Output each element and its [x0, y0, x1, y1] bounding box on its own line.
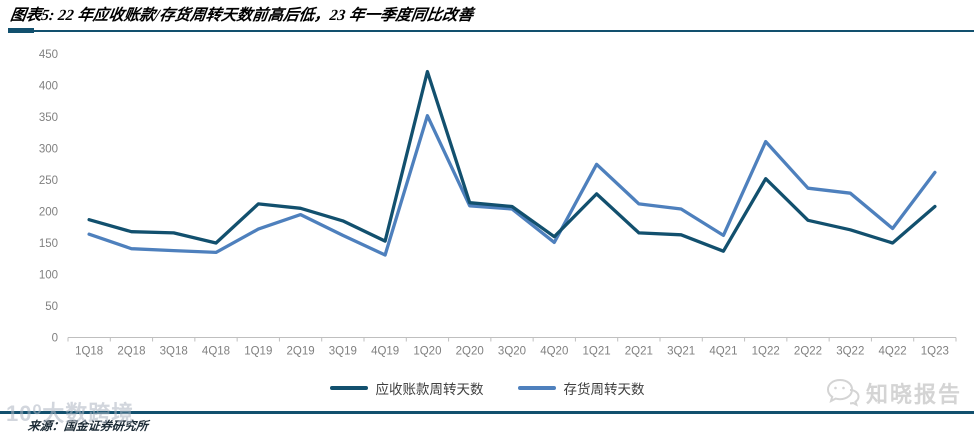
- legend-line-swatch: [517, 386, 556, 390]
- y-axis-tick-label: 50: [45, 301, 58, 313]
- x-axis-tick-label: 1Q21: [583, 346, 611, 358]
- watermark-dashukuajing: 10⁰大数跨境: [6, 401, 135, 426]
- chart-legend: 应收账款周转天数 存货周转天数: [0, 378, 974, 398]
- x-axis-tick-label: 4Q20: [540, 346, 568, 358]
- y-axis-tick-label: 100: [39, 270, 58, 282]
- x-axis-tick-label: 3Q21: [667, 346, 695, 358]
- x-axis-tick-label: 4Q21: [709, 346, 737, 358]
- x-axis-tick-label: 4Q18: [202, 346, 230, 358]
- x-axis-tick-label: 4Q22: [879, 346, 907, 358]
- series-line: [87, 114, 937, 257]
- x-axis-tick-label: 2Q21: [625, 346, 653, 358]
- chart-title: 图表5: 22 年应收账款/存货周转天数前高后低，23 年一季度同比改善: [9, 7, 475, 24]
- watermark-right-label: 知晓报告: [865, 382, 962, 407]
- y-axis-tick-label: 450: [39, 49, 58, 61]
- legend-item: 存货周转天数: [517, 378, 645, 398]
- y-axis-tick-label: 150: [39, 238, 58, 250]
- x-axis-tick-label: 2Q20: [456, 346, 484, 358]
- legend-item: 应收账款周转天数: [329, 378, 484, 398]
- x-axis-tick-label: 2Q19: [287, 346, 315, 358]
- x-axis-tick-label: 3Q20: [498, 346, 526, 358]
- footer-rule: [0, 411, 974, 414]
- x-axis-tick-label: 1Q19: [244, 346, 272, 358]
- x-axis-tick-label: 1Q18: [75, 346, 103, 358]
- title-underline-accent: [8, 28, 34, 33]
- line-chart: 0 50 100 150 200 250 300 350 400 450 1Q18 2Q18 3Q18 4…: [39, 49, 957, 358]
- legend-label: 存货周转天数: [563, 382, 645, 397]
- wechat-chat-bubbles-icon: [826, 378, 860, 407]
- title-underline: [8, 30, 974, 32]
- x-axis-tick-label: 3Q18: [160, 346, 188, 358]
- x-axis-tick-label: 1Q22: [752, 346, 780, 358]
- legend-label: 应收账款周转天数: [375, 382, 484, 397]
- x-axis-tick-label: 2Q18: [117, 346, 145, 358]
- x-axis-tick-label: 3Q22: [836, 346, 864, 358]
- x-axis-tick-label: 2Q22: [794, 346, 822, 358]
- y-axis-tick-label: 400: [39, 81, 58, 93]
- y-axis-tick-label: 300: [39, 144, 58, 156]
- y-axis-tick-label: 0: [52, 333, 58, 345]
- y-axis-tick-label: 200: [39, 207, 58, 219]
- x-axis-tick-label: 1Q23: [921, 346, 949, 358]
- y-axis-tick-label: 350: [39, 112, 58, 124]
- series-line: [87, 69, 937, 253]
- x-axis-tick-label: 4Q19: [371, 346, 399, 358]
- x-axis-tick-label: 1Q20: [413, 346, 441, 358]
- y-axis-tick-label: 250: [39, 175, 58, 187]
- x-axis-tick-label: 3Q19: [329, 346, 357, 358]
- legend-line-swatch: [329, 386, 368, 390]
- watermark-zhixiaobaogao: 知晓报告: [826, 377, 962, 409]
